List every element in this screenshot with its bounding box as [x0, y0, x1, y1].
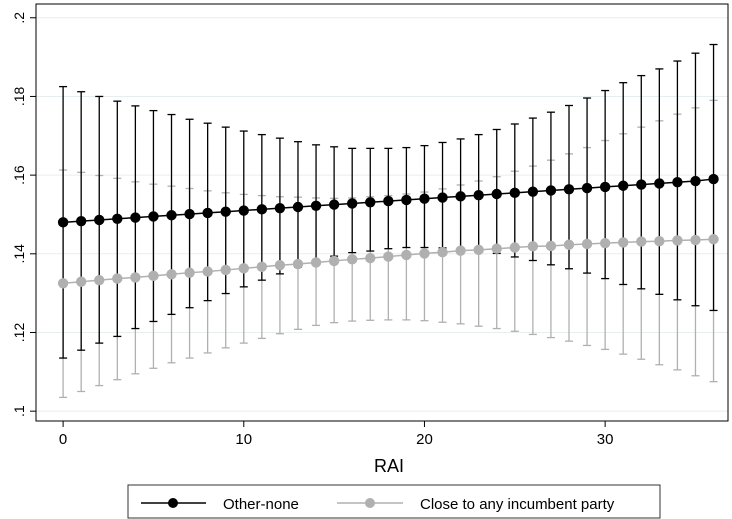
- point-incumbent-26: [527, 241, 539, 252]
- point-incumbent-12: [274, 260, 286, 271]
- point-other-none-34: [672, 177, 683, 188]
- point-other-none-2: [94, 214, 105, 226]
- gridlines: [36, 17, 728, 412]
- y-tick-label-1: .12: [11, 323, 27, 343]
- point-other-none-10: [238, 205, 249, 216]
- point-incumbent-24: [491, 243, 502, 254]
- point-other-none-28: [563, 184, 575, 195]
- point-incumbent-5: [148, 270, 159, 282]
- series-points: [57, 173, 719, 289]
- point-incumbent-6: [166, 269, 177, 280]
- point-incumbent-14: [310, 257, 322, 268]
- point-other-none-6: [166, 210, 177, 221]
- point-other-none-12: [274, 202, 286, 214]
- point-incumbent-16: [346, 254, 358, 265]
- point-other-none-31: [618, 180, 629, 191]
- point-other-none-25: [509, 187, 520, 199]
- point-incumbent-22: [455, 245, 466, 256]
- point-incumbent-28: [563, 239, 575, 250]
- point-other-none-13: [292, 201, 304, 213]
- point-other-none-5: [148, 211, 159, 222]
- point-incumbent-10: [238, 263, 249, 274]
- point-other-none-24: [491, 188, 502, 200]
- point-other-none-26: [527, 186, 539, 197]
- point-other-none-23: [473, 189, 484, 201]
- point-incumbent-34: [672, 235, 683, 246]
- point-other-none-3: [112, 213, 123, 224]
- point-incumbent-30: [599, 237, 611, 249]
- y-tick-label-2: .14: [11, 244, 27, 264]
- point-incumbent-17: [365, 252, 376, 264]
- point-incumbent-0: [57, 278, 69, 289]
- point-incumbent-7: [184, 267, 195, 278]
- legend: Other-none Close to any incumbent party: [127, 484, 661, 519]
- x-tick-label-3: 30: [597, 431, 614, 448]
- point-other-none-15: [328, 199, 340, 210]
- axes: .1 .12 .14 .16 .18 .2 0 10 20 30: [11, 12, 613, 448]
- point-incumbent-9: [220, 264, 231, 276]
- y-tick-label-3: .16: [11, 165, 27, 185]
- point-incumbent-21: [437, 247, 448, 258]
- point-other-none-8: [202, 207, 213, 219]
- y-tick-label-0: .1: [11, 405, 27, 417]
- point-other-none-27: [545, 185, 557, 196]
- point-other-none-11: [256, 204, 268, 215]
- point-incumbent-36: [708, 234, 719, 245]
- point-incumbent-4: [130, 272, 141, 283]
- point-other-none-9: [220, 206, 231, 217]
- point-other-none-18: [383, 195, 394, 207]
- point-incumbent-23: [473, 244, 484, 256]
- point-other-none-32: [636, 179, 647, 190]
- point-incumbent-35: [690, 234, 701, 246]
- point-incumbent-20: [419, 248, 430, 259]
- point-other-none-35: [690, 175, 701, 187]
- point-other-none-19: [401, 194, 412, 206]
- point-incumbent-18: [383, 251, 394, 262]
- point-incumbent-1: [75, 276, 87, 287]
- point-incumbent-27: [545, 240, 557, 252]
- point-incumbent-2: [94, 274, 105, 286]
- point-other-none-22: [455, 191, 466, 202]
- x-axis-label: RAI: [374, 456, 404, 476]
- y-tick-label-5: .2: [11, 12, 27, 24]
- x-tick-label-2: 20: [416, 431, 433, 448]
- legend-swatch-marker-incumbent: [365, 498, 375, 508]
- point-incumbent-33: [654, 236, 665, 247]
- point-incumbent-31: [618, 237, 629, 248]
- point-other-none-20: [419, 193, 430, 204]
- point-other-none-30: [599, 181, 611, 193]
- point-other-none-33: [654, 178, 665, 189]
- x-tick-label-1: 10: [235, 431, 252, 448]
- point-other-none-0: [57, 217, 69, 228]
- y-tick-label-4: .18: [11, 87, 27, 107]
- confidence-intervals: [59, 43, 718, 399]
- point-other-none-4: [130, 212, 141, 223]
- point-incumbent-11: [256, 261, 268, 272]
- point-incumbent-15: [328, 255, 340, 267]
- point-other-none-16: [346, 198, 358, 209]
- legend-label-other-none: Other-none: [223, 496, 299, 513]
- point-other-none-17: [365, 197, 376, 208]
- legend-swatch-marker-other-none: [168, 498, 178, 508]
- point-incumbent-13: [292, 258, 304, 270]
- legend-frame: [127, 484, 661, 519]
- point-other-none-7: [184, 208, 195, 220]
- point-other-none-1: [75, 215, 87, 227]
- x-tick-label-0: 0: [59, 431, 67, 448]
- point-other-none-21: [437, 192, 448, 203]
- point-other-none-14: [310, 200, 322, 212]
- point-other-none-29: [581, 182, 593, 194]
- point-incumbent-3: [112, 273, 123, 284]
- point-incumbent-25: [509, 242, 520, 253]
- point-incumbent-32: [636, 236, 647, 247]
- point-other-none-36: [708, 173, 719, 185]
- point-incumbent-29: [581, 238, 593, 250]
- point-incumbent-19: [401, 249, 412, 261]
- legend-label-incumbent: Close to any incumbent party: [420, 496, 615, 513]
- plot-frame: [35, 3, 729, 422]
- point-incumbent-8: [202, 266, 213, 277]
